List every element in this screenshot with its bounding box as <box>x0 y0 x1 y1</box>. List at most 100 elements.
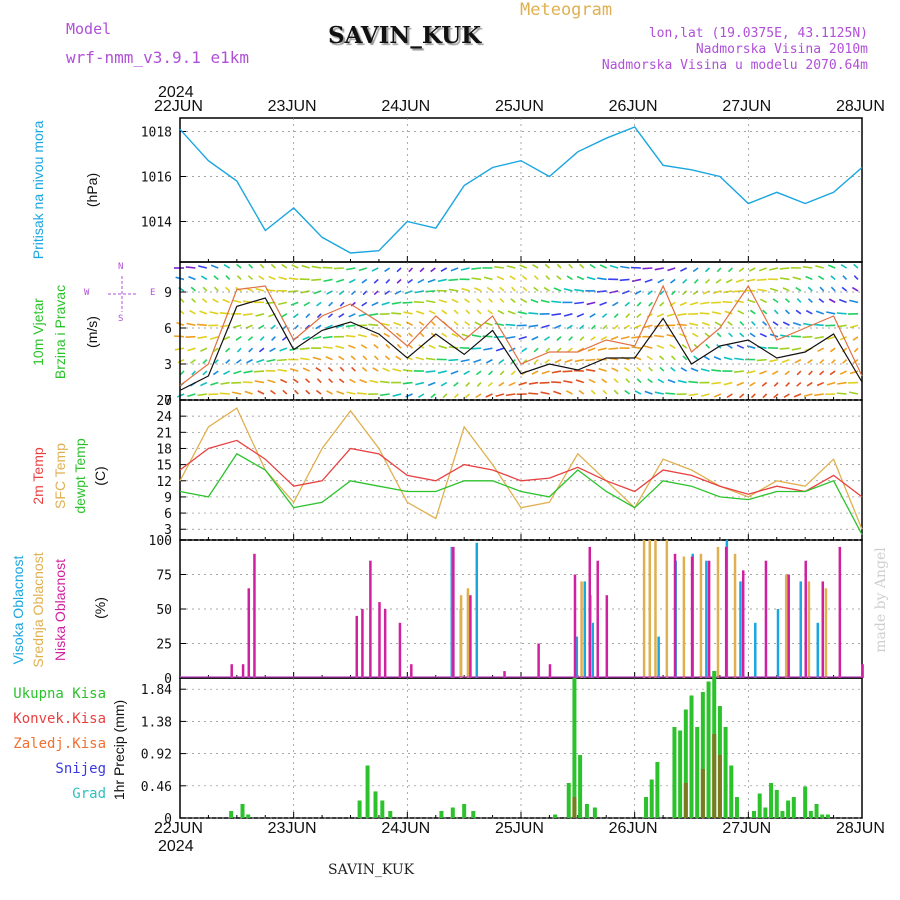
wind-barb <box>293 324 299 330</box>
wind-barb <box>189 309 196 315</box>
cloud-bar <box>665 540 669 678</box>
wind-barb <box>335 345 345 349</box>
wind-barb <box>681 343 688 349</box>
wind-barb <box>488 370 493 376</box>
wind-barb <box>191 298 196 303</box>
cloud-bar <box>355 615 358 678</box>
wind-barb <box>796 298 802 303</box>
wind-barb <box>540 299 550 304</box>
cloud-bar <box>548 664 552 678</box>
cloud-bar <box>253 553 256 678</box>
wind-barb <box>762 309 768 315</box>
wind-barb <box>836 312 847 315</box>
wind-barb <box>292 378 299 384</box>
wind-barb <box>187 347 196 352</box>
date-top-label: 25JUN <box>495 98 544 115</box>
wind-barb <box>405 393 413 398</box>
wind-barb <box>554 358 562 364</box>
wind-barb <box>688 380 699 384</box>
wind-barb <box>305 313 311 319</box>
wind-barb <box>336 278 345 283</box>
wind-barb <box>562 370 573 373</box>
wind-barb <box>736 344 745 349</box>
wind-barb <box>427 278 436 283</box>
wind-barb <box>498 381 505 387</box>
precip-bar <box>752 811 757 818</box>
wind-barb <box>601 378 608 384</box>
wind-barb <box>505 393 516 397</box>
wind-barb <box>692 290 699 296</box>
wind-barb <box>532 263 539 269</box>
wind-barb <box>190 286 196 292</box>
wind-barb <box>853 347 859 353</box>
wind-barb <box>634 290 642 295</box>
wind-barb <box>738 267 745 273</box>
wind-barb <box>288 290 299 293</box>
wind-gust-line <box>179 284 863 387</box>
wind-barb <box>396 278 402 284</box>
cloud-bar <box>580 581 583 678</box>
wind-barb <box>247 336 254 341</box>
date-bottom-label: 26JUN <box>608 820 658 837</box>
cloud-ytick-label: 0 <box>164 672 172 687</box>
wind-barb <box>511 286 516 292</box>
precip-bar <box>763 807 768 818</box>
wind-barb <box>761 381 768 387</box>
cloud-ytick-label: 100 <box>149 534 172 549</box>
wind-barb <box>750 320 756 326</box>
precip-bar <box>578 755 583 818</box>
wind-barb <box>693 355 699 361</box>
wind-barb <box>259 336 265 342</box>
wind-barb <box>563 313 573 317</box>
pressure-line <box>179 126 863 254</box>
wind-barb <box>852 336 859 341</box>
wind-barb <box>328 301 334 307</box>
wind-barb <box>817 347 825 353</box>
wind-barb <box>759 370 767 375</box>
wind-barb <box>370 333 379 338</box>
wind-barb <box>486 358 493 364</box>
wind-barb <box>749 309 756 315</box>
wind-barb <box>222 336 231 341</box>
wind-barb <box>669 344 676 349</box>
wind-barb <box>587 347 596 352</box>
wind-barb <box>338 378 345 384</box>
precip-bar <box>678 730 683 818</box>
wind-barb <box>487 309 493 315</box>
wind-barb <box>225 359 231 364</box>
cloud-bar <box>583 581 587 678</box>
wind-barb <box>407 343 414 349</box>
wind-barb <box>578 389 585 395</box>
precip-bar <box>450 807 455 818</box>
wind-barb <box>348 313 356 318</box>
precip-bar <box>566 783 571 818</box>
wind-barb <box>510 298 516 303</box>
wind-barb <box>202 286 208 292</box>
date-top-label: 22JUN <box>154 98 203 115</box>
wind-barb <box>392 393 402 397</box>
wind-barb <box>620 265 630 269</box>
wind-barb <box>830 275 836 281</box>
wind-barb <box>599 301 607 306</box>
wind-barb <box>280 313 288 318</box>
wind-barb <box>693 278 699 284</box>
precip-bar <box>774 790 779 818</box>
year-bottom: 2024 <box>158 838 194 855</box>
wind-barb <box>186 322 196 327</box>
precip-bar <box>592 807 597 818</box>
wind-barb <box>225 275 231 281</box>
wind-barb <box>585 368 596 372</box>
wind-barb <box>236 275 242 281</box>
wind-barb <box>779 347 790 350</box>
wind-barb <box>816 381 825 387</box>
wind-barb <box>749 332 756 338</box>
wind-barb <box>475 393 482 399</box>
wind-barb <box>415 310 425 315</box>
wind-barb <box>677 379 687 384</box>
wind-barb <box>210 264 219 269</box>
wind-barb <box>391 301 402 305</box>
date-top-label: 24JUN <box>381 98 431 115</box>
wind-barb <box>453 393 459 399</box>
wind-barb <box>792 321 802 327</box>
wind-barb <box>522 286 528 292</box>
